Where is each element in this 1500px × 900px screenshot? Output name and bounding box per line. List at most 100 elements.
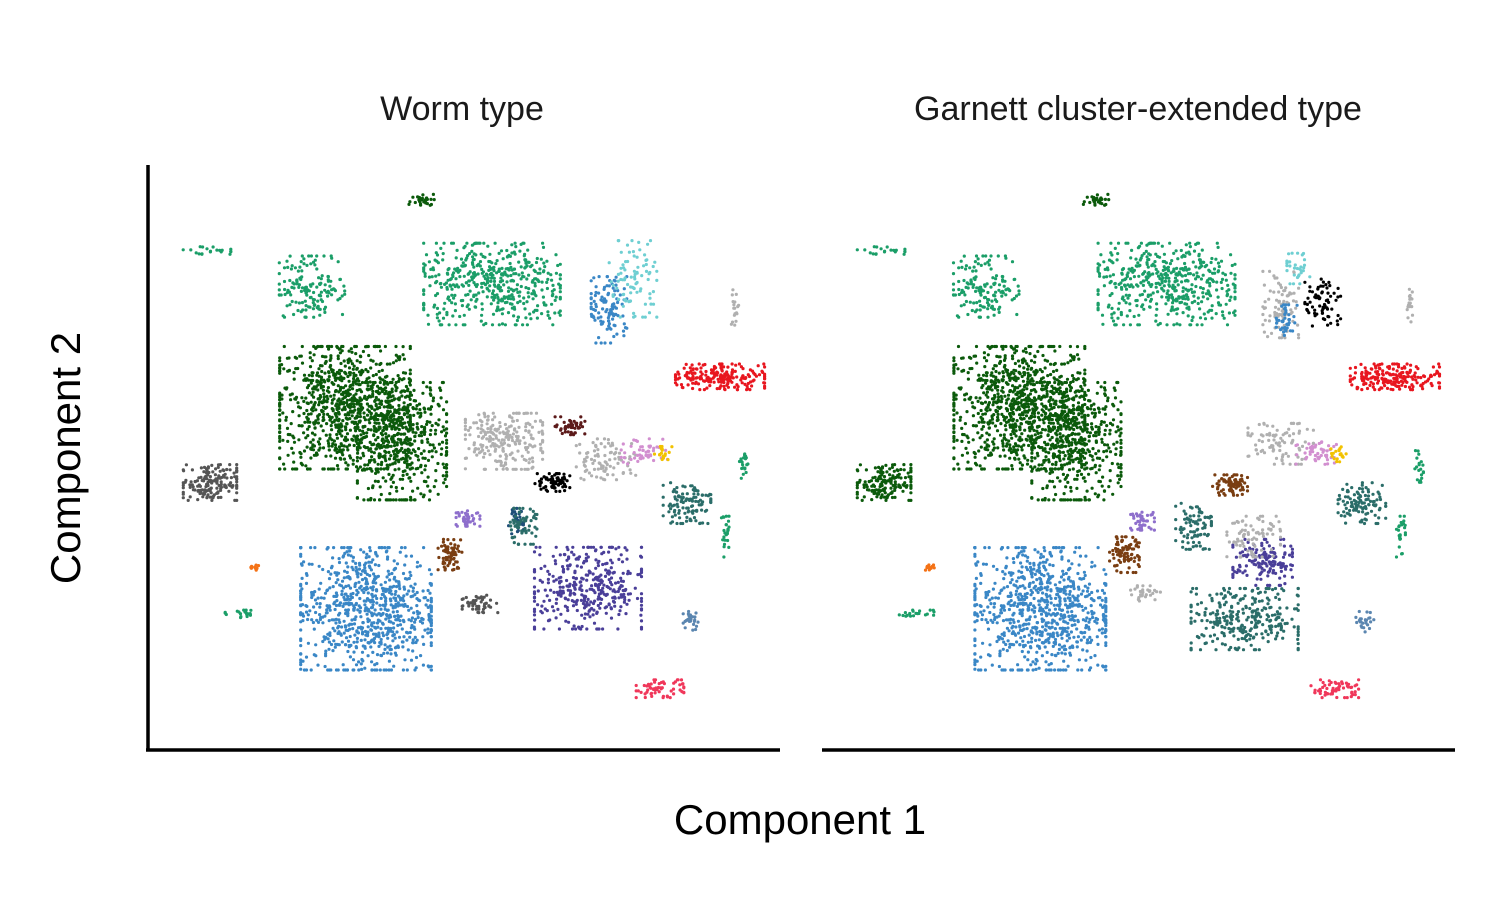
data-point (478, 264, 482, 268)
data-point (1047, 451, 1051, 455)
data-point (328, 284, 332, 288)
data-point (376, 625, 380, 629)
data-point (429, 643, 433, 648)
data-point (533, 444, 537, 448)
data-point (356, 411, 360, 415)
data-point (292, 460, 296, 464)
data-point (391, 639, 395, 643)
data-point (386, 569, 390, 573)
data-point (321, 418, 325, 423)
data-point (326, 278, 330, 282)
data-point (442, 565, 446, 569)
data-point (622, 592, 626, 597)
data-point (386, 396, 390, 400)
data-point (386, 444, 390, 448)
data-point (297, 405, 301, 409)
data-point (719, 380, 724, 384)
data-point (225, 467, 229, 472)
data-point (545, 280, 549, 284)
data-point (411, 586, 415, 590)
data-point (549, 588, 553, 592)
data-point (471, 258, 475, 262)
data-point (354, 465, 359, 469)
data-point (653, 260, 657, 264)
data-point (720, 368, 724, 372)
data-point (357, 668, 361, 672)
data-point (429, 604, 433, 608)
data-point (760, 369, 764, 373)
data-point (351, 367, 355, 371)
data-point (302, 373, 307, 377)
data-point (431, 268, 436, 272)
data-point (355, 568, 359, 572)
data-point (532, 627, 537, 631)
data-point (495, 601, 499, 605)
data-point (235, 477, 239, 481)
data-point (344, 561, 348, 565)
data-point (419, 492, 423, 496)
data-point (329, 254, 333, 258)
data-point (336, 384, 340, 388)
data-point (348, 398, 352, 402)
data-point (462, 313, 466, 317)
data-point (592, 276, 596, 280)
data-point (202, 465, 207, 469)
data-point (291, 281, 295, 285)
data-point (670, 520, 675, 524)
data-point (299, 667, 303, 671)
data-point (205, 247, 209, 251)
data-point (450, 241, 454, 245)
data-point (648, 296, 652, 300)
data-point (432, 485, 436, 489)
data-point (374, 372, 378, 377)
data-point (722, 378, 726, 382)
data-point (344, 636, 349, 640)
data-point (727, 545, 731, 550)
data-point (427, 568, 432, 572)
data-point (731, 288, 735, 292)
data-point (395, 618, 399, 622)
data-point (726, 385, 731, 389)
data-point (602, 437, 607, 441)
data-point (384, 400, 388, 404)
data-point (284, 418, 288, 422)
data-point (342, 619, 346, 623)
data-point (529, 317, 533, 321)
data-point (461, 261, 465, 265)
data-point (370, 455, 374, 459)
data-point (387, 546, 391, 550)
data-point (589, 312, 594, 316)
data-point (376, 462, 380, 466)
data-point (661, 514, 665, 518)
data-point (448, 278, 452, 282)
data-point (301, 308, 305, 312)
data-point (483, 432, 488, 437)
data-point (646, 277, 650, 282)
data-point (278, 439, 282, 443)
data-point (523, 517, 527, 521)
data-point (517, 273, 521, 277)
data-point (345, 398, 349, 402)
data-point (459, 538, 463, 542)
data-point (346, 565, 350, 569)
data-point (379, 467, 383, 471)
data-point (408, 476, 412, 480)
data-point (437, 555, 441, 560)
data-point (574, 602, 578, 606)
data-point (397, 427, 401, 432)
data-point (628, 299, 632, 303)
data-point (364, 561, 368, 565)
data-point (563, 430, 567, 434)
data-point (378, 425, 382, 429)
data-point (490, 295, 494, 299)
data-point (278, 395, 282, 399)
data-point (574, 627, 578, 631)
data-point (299, 637, 303, 641)
data-point (612, 452, 617, 456)
data-point (524, 529, 528, 533)
data-point (498, 431, 502, 435)
data-point (635, 290, 639, 294)
data-point (597, 336, 601, 340)
data-point (483, 467, 487, 471)
data-point (480, 285, 484, 289)
